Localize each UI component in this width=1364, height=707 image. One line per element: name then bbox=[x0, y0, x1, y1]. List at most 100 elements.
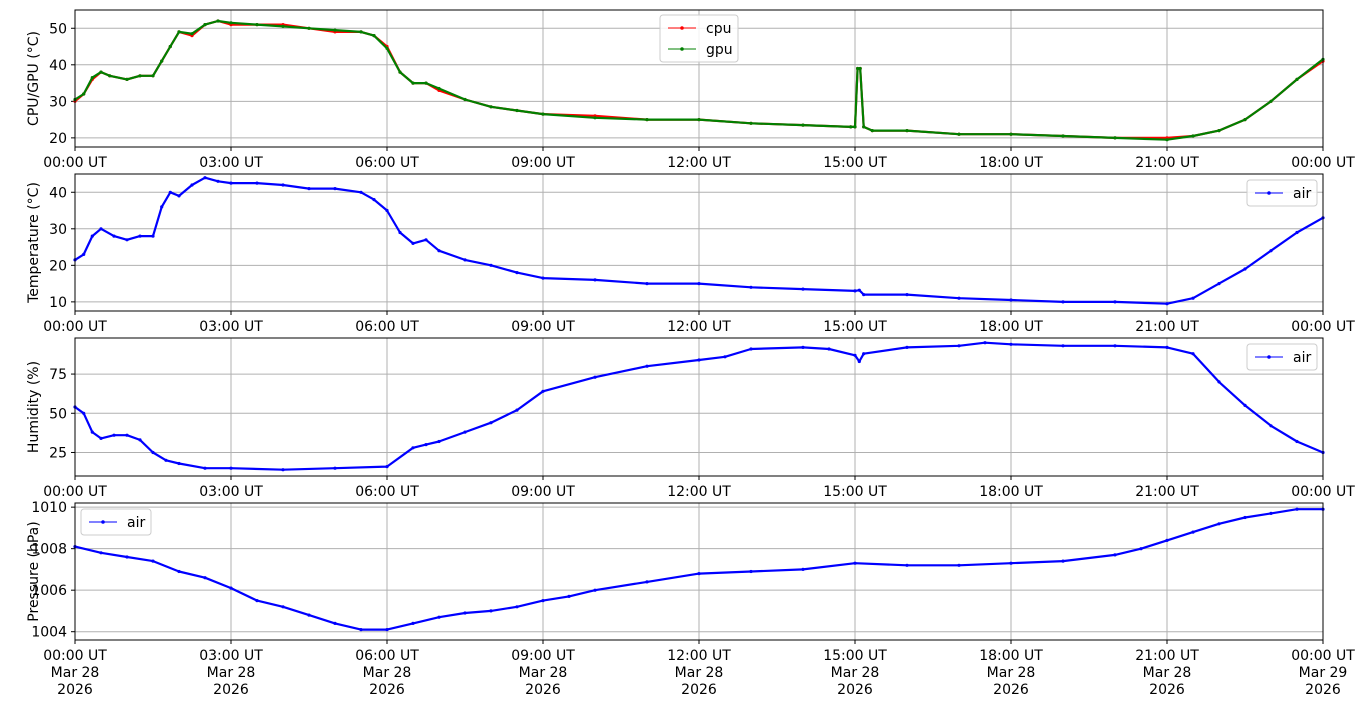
x-tick-label: Mar 28 bbox=[675, 665, 724, 681]
data-point bbox=[857, 288, 861, 292]
data-point bbox=[749, 285, 753, 289]
data-point bbox=[229, 21, 233, 25]
x-tick-label: 06:00 UT bbox=[355, 484, 419, 500]
data-point bbox=[749, 569, 753, 574]
x-tick-label: 00:00 UT bbox=[1291, 155, 1355, 171]
data-point bbox=[359, 30, 363, 34]
x-tick-label: 15:00 UT bbox=[823, 155, 887, 171]
data-point bbox=[229, 586, 233, 590]
data-point bbox=[957, 296, 961, 300]
data-point bbox=[177, 194, 181, 198]
data-point bbox=[82, 411, 86, 415]
x-tick-label: 09:00 UT bbox=[511, 155, 575, 171]
data-point bbox=[151, 559, 155, 563]
data-point bbox=[333, 28, 337, 32]
data-point bbox=[216, 179, 220, 183]
data-point bbox=[1009, 342, 1013, 346]
y-tick-label: 40 bbox=[49, 58, 67, 74]
data-point bbox=[190, 32, 194, 36]
data-point bbox=[801, 287, 805, 291]
y-tick-label: 20 bbox=[49, 131, 67, 147]
data-point bbox=[515, 408, 519, 412]
data-point bbox=[125, 433, 129, 437]
axes-frame bbox=[74, 337, 1324, 477]
data-point bbox=[125, 77, 129, 81]
x-tick-label: 21:00 UT bbox=[1135, 648, 1199, 664]
data-point bbox=[437, 86, 441, 91]
data-point bbox=[99, 70, 103, 74]
x-tick-label: 00:00 UT bbox=[1291, 484, 1355, 500]
data-point bbox=[541, 599, 545, 603]
data-point bbox=[593, 588, 597, 592]
data-point bbox=[856, 66, 860, 71]
data-point bbox=[1217, 522, 1221, 526]
data-point bbox=[411, 81, 415, 85]
data-point bbox=[905, 345, 909, 349]
data-point bbox=[515, 271, 519, 275]
data-point bbox=[108, 74, 112, 78]
data-point bbox=[190, 183, 194, 187]
x-tick-label: 00:00 UT bbox=[43, 484, 107, 500]
data-point bbox=[424, 443, 428, 447]
data-point bbox=[216, 19, 220, 23]
data-point bbox=[1269, 424, 1273, 428]
data-point bbox=[463, 258, 467, 262]
x-tick-label: 21:00 UT bbox=[1135, 319, 1199, 335]
data-point bbox=[853, 125, 857, 129]
y-axis-label: Pressure (hPa) bbox=[26, 521, 42, 621]
data-point bbox=[489, 263, 493, 267]
data-point bbox=[463, 611, 467, 615]
y-axis-label: CPU/GPU (°C) bbox=[26, 31, 42, 126]
y-tick-label: 1004 bbox=[31, 625, 67, 641]
data-point bbox=[281, 468, 285, 472]
data-point bbox=[957, 132, 961, 136]
data-point bbox=[905, 129, 909, 133]
data-point bbox=[1165, 138, 1169, 142]
legend-marker bbox=[680, 26, 684, 30]
data-point bbox=[645, 580, 649, 584]
x-tick-label: 15:00 UT bbox=[823, 319, 887, 335]
y-axis-label: Temperature (°C) bbox=[26, 182, 42, 304]
data-point bbox=[1113, 553, 1117, 557]
data-point bbox=[359, 628, 363, 632]
data-point bbox=[168, 190, 172, 194]
data-point bbox=[160, 59, 164, 63]
data-point bbox=[1269, 249, 1273, 253]
data-point bbox=[645, 364, 649, 368]
data-point bbox=[1295, 230, 1299, 235]
data-point bbox=[372, 198, 376, 202]
data-point bbox=[385, 46, 389, 51]
x-tick-label: Mar 28 bbox=[207, 665, 256, 681]
data-point bbox=[437, 439, 441, 444]
data-point bbox=[90, 430, 94, 434]
data-point bbox=[1061, 300, 1065, 304]
data-point bbox=[424, 81, 428, 85]
data-point bbox=[203, 23, 207, 27]
chart-panel: 00:00 UT 03:00 UT 06:00 UT 09:00 UT 12:00 UT… bbox=[26, 337, 1355, 500]
data-point bbox=[1191, 134, 1195, 138]
data-point bbox=[229, 181, 233, 185]
data-point bbox=[307, 187, 311, 191]
data-point bbox=[801, 345, 805, 349]
x-tick-label: Mar 28 bbox=[831, 665, 880, 681]
data-point bbox=[862, 352, 866, 356]
x-tick-label: 2026 bbox=[837, 682, 873, 698]
data-point bbox=[82, 252, 86, 256]
data-point bbox=[801, 123, 805, 127]
data-point bbox=[1191, 296, 1195, 300]
x-tick-label: 00:00 UT bbox=[1291, 648, 1355, 664]
data-point bbox=[697, 118, 701, 122]
x-tick-label: 21:00 UT bbox=[1135, 484, 1199, 500]
data-point bbox=[463, 97, 467, 102]
y-tick-label: 50 bbox=[49, 21, 67, 37]
x-tick-label: 00:00 UT bbox=[43, 319, 107, 335]
data-point bbox=[1269, 511, 1273, 515]
x-tick-label: Mar 29 bbox=[1299, 665, 1348, 681]
data-point bbox=[1139, 547, 1143, 551]
axes-frame bbox=[74, 502, 1324, 641]
x-tick-label: 06:00 UT bbox=[355, 319, 419, 335]
data-point bbox=[125, 238, 129, 242]
data-point bbox=[307, 26, 311, 30]
data-point bbox=[957, 563, 961, 567]
data-point bbox=[862, 293, 866, 297]
